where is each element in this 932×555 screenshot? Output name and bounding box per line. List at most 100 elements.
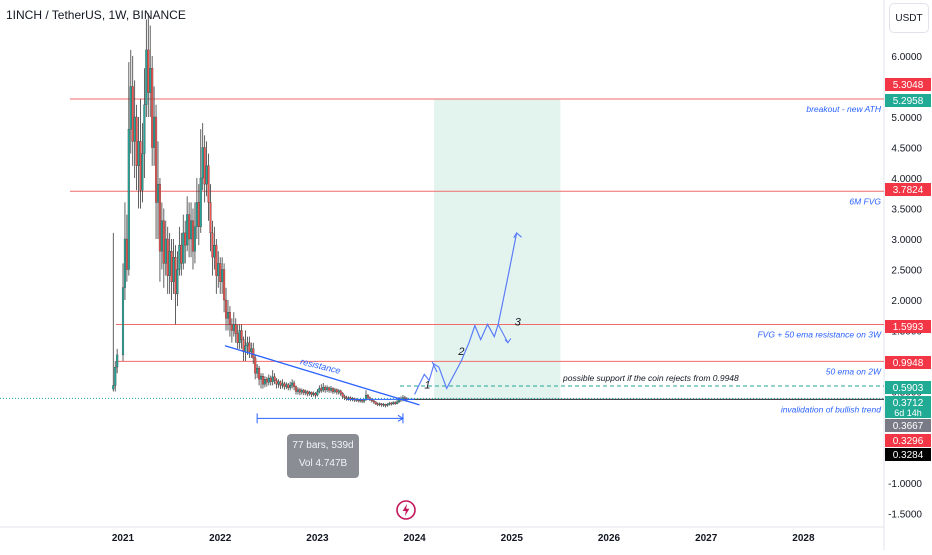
candle-body: [394, 402, 397, 404]
candle-body: [147, 49, 150, 93]
candle-body: [256, 368, 259, 374]
candle-body: [294, 386, 298, 392]
candle-body: [339, 390, 342, 394]
price-tag-label: 0.3284: [893, 450, 924, 461]
currency-button[interactable]: USDT: [889, 3, 929, 33]
candle-body: [312, 393, 315, 395]
candle-body: [386, 404, 389, 406]
candle-body: [226, 312, 230, 319]
candle-body: [374, 401, 377, 404]
price-tag-label: 1.5993: [893, 322, 924, 333]
candle-body: [199, 177, 202, 227]
candle-body: [390, 402, 393, 405]
candle-body: [156, 183, 160, 203]
candle-body: [329, 388, 333, 391]
price-tag-label: 0.9948: [893, 358, 924, 369]
candle-body: [164, 238, 167, 264]
candle-body: [232, 324, 235, 331]
candle-body: [213, 244, 216, 258]
candle-body: [275, 380, 278, 385]
candle-body: [114, 366, 117, 386]
candle-body: [166, 238, 169, 276]
y-tick-label: 5.0000: [891, 113, 922, 124]
candle-body: [224, 299, 228, 319]
candle-body: [269, 377, 272, 382]
candle-body: [135, 116, 138, 166]
candle-body: [162, 220, 165, 264]
candle-body: [403, 397, 406, 399]
x-tick-label: 2023: [306, 533, 329, 544]
candle-body: [267, 377, 270, 383]
price-tag: [885, 434, 931, 447]
candle-body: [184, 232, 187, 246]
price-tag-label: 5.2958: [893, 96, 924, 107]
candle-body: [139, 141, 142, 191]
candle-body: [380, 403, 383, 406]
price-tag: [885, 356, 931, 369]
y-tick-label: 6.0000: [891, 52, 922, 63]
price-tag: [885, 448, 931, 461]
candle-body: [154, 116, 158, 203]
price-tag-label: 0.3712: [893, 398, 924, 409]
candle-body: [285, 384, 288, 387]
candle-body: [271, 376, 274, 382]
wave-label: 3: [515, 317, 522, 329]
candle-body: [392, 402, 395, 404]
candle-body: [347, 397, 350, 399]
candle-body: [137, 141, 140, 166]
candle-body: [279, 381, 282, 386]
candle-body: [127, 129, 130, 270]
measure-arrowhead: [397, 414, 404, 422]
y-tick-label: 2.0000: [891, 296, 922, 307]
chart-title: 1INCH / TetherUS, 1W, BINANCE: [6, 8, 186, 22]
wave-label: 2: [457, 346, 464, 358]
candle-body: [133, 116, 136, 142]
candle-body: [207, 165, 210, 203]
candle-body: [236, 333, 239, 343]
price-tag-label: 0.5903: [893, 383, 924, 394]
candle-body: [145, 49, 148, 105]
candle-body: [304, 391, 307, 393]
level-label: FVG + 50 ema resistance on 3W: [757, 329, 882, 339]
candle-body: [298, 389, 301, 393]
y-tick-label: -1.0000: [888, 479, 922, 490]
candle-body: [366, 395, 369, 398]
candle-body: [363, 399, 366, 402]
candle-body: [151, 68, 154, 148]
candle-body: [287, 384, 290, 388]
projection-arrowhead: [504, 338, 512, 344]
candle-body: [302, 390, 305, 393]
candle-body: [314, 393, 317, 396]
candle-body: [341, 393, 344, 397]
measure-bars-text: 77 bars, 539d: [292, 440, 354, 451]
candle-body: [378, 403, 381, 405]
candle-body: [217, 263, 220, 276]
candle-body: [186, 214, 189, 246]
candle-body: [254, 357, 257, 374]
projection-branch: [431, 361, 438, 373]
candle-body: [248, 342, 251, 353]
candle-body: [238, 330, 241, 343]
candle-body: [209, 202, 212, 234]
candle-body: [188, 214, 191, 240]
candle-body: [293, 382, 296, 387]
level-label: 50 ema on 2W: [826, 366, 882, 376]
y-tick-label: 2.5000: [891, 266, 922, 277]
measure-volume-text: Vol 4.747B: [298, 458, 348, 469]
x-tick-label: 2025: [501, 533, 524, 544]
measure-tooltip: 77 bars, 539d Vol 4.747B: [287, 434, 359, 478]
y-tick-label: 3.0000: [891, 235, 922, 246]
x-tick-label: 2021: [112, 533, 135, 544]
candle-body: [149, 68, 152, 93]
level-label: possible support if the coin rejects fro…: [562, 373, 739, 383]
x-tick-label: 2027: [695, 533, 718, 544]
tradingview-logo-icon[interactable]: [396, 500, 416, 520]
candle-body: [322, 387, 325, 391]
candle-body: [160, 220, 163, 252]
candle-body: [158, 183, 161, 252]
price-tag-countdown: 6d 14h: [894, 408, 922, 418]
price-tag-label: 5.3048: [893, 80, 924, 91]
candle-body: [291, 382, 294, 386]
candle-body: [320, 388, 323, 391]
